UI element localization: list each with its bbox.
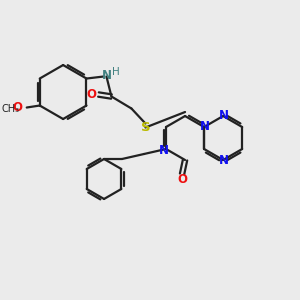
- Text: O: O: [13, 101, 23, 114]
- Text: O: O: [86, 88, 97, 101]
- Text: CH₃: CH₃: [2, 103, 20, 113]
- Text: N: N: [101, 69, 112, 82]
- Text: N: N: [219, 154, 229, 167]
- Text: H: H: [112, 67, 119, 76]
- Text: S: S: [141, 121, 150, 134]
- Text: N: N: [159, 143, 169, 157]
- Text: O: O: [177, 173, 187, 187]
- Text: N: N: [200, 119, 210, 133]
- Text: N: N: [219, 109, 229, 122]
